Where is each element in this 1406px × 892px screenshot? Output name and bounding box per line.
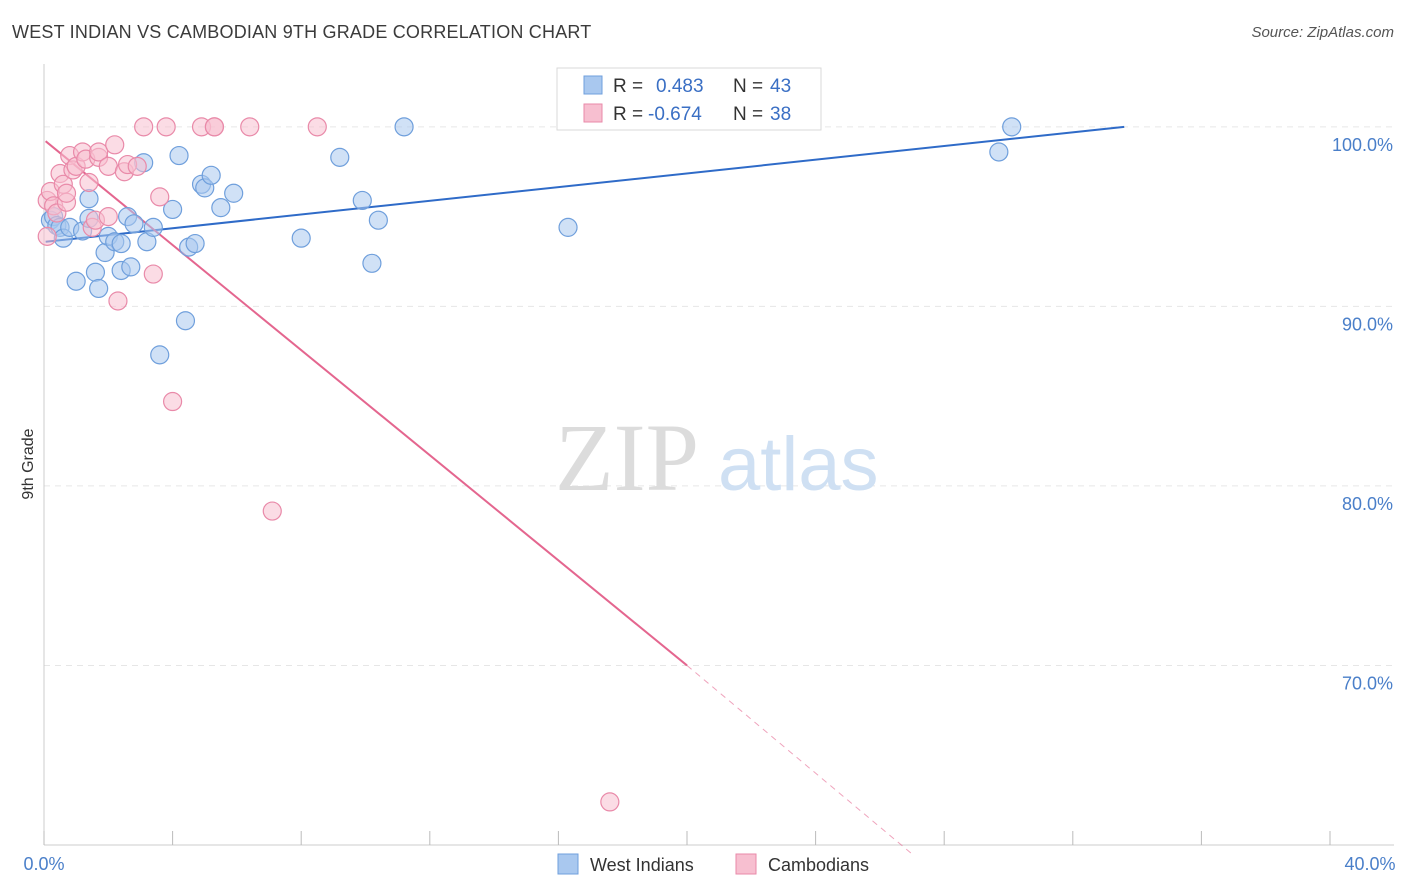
west-indians-point-38 <box>368 210 388 230</box>
legend-n-label-2: N = <box>733 104 763 125</box>
cambodians-point-25 <box>127 156 147 176</box>
cambodians-point-34 <box>262 501 282 521</box>
west-indians-point-31 <box>201 165 221 185</box>
y-tick-labels: 70.0% 80.0% 90.0% 100.0% <box>1332 135 1393 694</box>
watermark: ZIP atlas <box>555 404 879 511</box>
cambodians-point-35 <box>307 117 327 137</box>
legend-r-value-2: -0.674 <box>648 104 702 125</box>
chart-title: WEST INDIAN VS CAMBODIAN 9TH GRADE CORRE… <box>12 22 592 42</box>
cambodians-point-37 <box>204 117 224 137</box>
watermark-zip: ZIP <box>555 404 699 511</box>
west-indians-point-22 <box>143 217 163 237</box>
bottom-legend-west-indians: West Indians <box>590 855 694 875</box>
legend-n-value-2: 38 <box>770 104 791 125</box>
cambodians-point-26 <box>134 117 154 137</box>
bottom-legend-cambodians: Cambodians <box>768 855 869 875</box>
legend-n-value-1: 43 <box>770 76 791 97</box>
cambodians-point-14 <box>79 172 99 193</box>
watermark-atlas: atlas <box>718 422 879 507</box>
axes <box>43 64 1394 846</box>
west-indians-point-28 <box>185 233 205 254</box>
y-tick-label-100: 100.0% <box>1332 135 1393 155</box>
data-points <box>37 117 1022 812</box>
west-indians-point-11 <box>89 278 109 299</box>
west-indians-point-6 <box>66 271 86 291</box>
legend-r-label-2: R = <box>613 104 643 125</box>
west-indians-point-32 <box>211 198 231 218</box>
y-tick-label-90: 90.0% <box>1342 314 1393 334</box>
west-indians-point-25 <box>169 145 189 166</box>
cambodians-point-21 <box>105 135 125 155</box>
cambodians-point-28 <box>150 187 170 207</box>
legend-r-label-1: R = <box>613 76 643 97</box>
cambodians-point-33 <box>240 117 260 137</box>
cambodians-point-18 <box>89 142 109 162</box>
west-indians-point-9 <box>79 189 99 209</box>
west-indians-point-42 <box>1002 117 1022 137</box>
west-indians-point-39 <box>394 117 414 137</box>
west-indians-point-35 <box>330 147 350 167</box>
west-indians-point-36 <box>352 190 372 211</box>
y-axis-title: 9th Grade <box>20 428 37 499</box>
west-indians-point-34 <box>291 228 311 248</box>
west-indians-point-24 <box>163 199 183 220</box>
west-indians-point-18 <box>121 257 141 277</box>
bottom-legend-swatch-cambodians <box>735 853 757 875</box>
west-indians-point-41 <box>989 142 1009 162</box>
series-legend: West Indians Cambodians <box>557 853 869 875</box>
cambodians-point-8 <box>56 183 77 203</box>
y-tick-label-70: 70.0% <box>1342 673 1393 693</box>
gridlines <box>44 126 1394 666</box>
x-tick-label-min: 0.0% <box>23 854 64 874</box>
cambodians-point-0 <box>37 226 57 246</box>
legend-r-value-1: 0.483 <box>656 76 704 97</box>
west-indians-point-33 <box>224 183 244 203</box>
cambodians-point-30 <box>163 391 183 412</box>
cambodians-point-22 <box>108 291 128 311</box>
cambodians-trend-extension <box>686 665 913 855</box>
x-tick-label-max: 40.0% <box>1344 854 1395 874</box>
west-indians-point-10 <box>85 262 106 282</box>
cambodians-point-19 <box>98 207 118 227</box>
y-tick-label-80: 80.0% <box>1342 494 1393 514</box>
cambodians-point-27 <box>143 264 163 284</box>
west-indians-point-37 <box>362 253 382 273</box>
west-indians-point-26 <box>175 311 196 331</box>
cambodians-point-29 <box>156 117 176 137</box>
legend-swatch-pink <box>583 103 603 123</box>
bottom-legend-swatch-west-indians <box>557 853 579 875</box>
legend-n-label-1: N = <box>733 76 763 97</box>
source-credit: Source: ZipAtlas.com <box>1251 24 1394 41</box>
west-indians-trend-line <box>45 125 1125 243</box>
west-indians-point-40 <box>558 217 578 237</box>
west-indians-point-19 <box>124 214 144 234</box>
legend-swatch-blue <box>583 75 603 95</box>
cambodians-point-20 <box>98 156 118 176</box>
west-indians-point-23 <box>150 345 170 365</box>
cambodians-point-36 <box>600 792 620 812</box>
correlation-legend: R = 0.483 N = 43 R = -0.674 N = 38 <box>556 67 822 131</box>
west-indians-point-15 <box>111 233 131 254</box>
